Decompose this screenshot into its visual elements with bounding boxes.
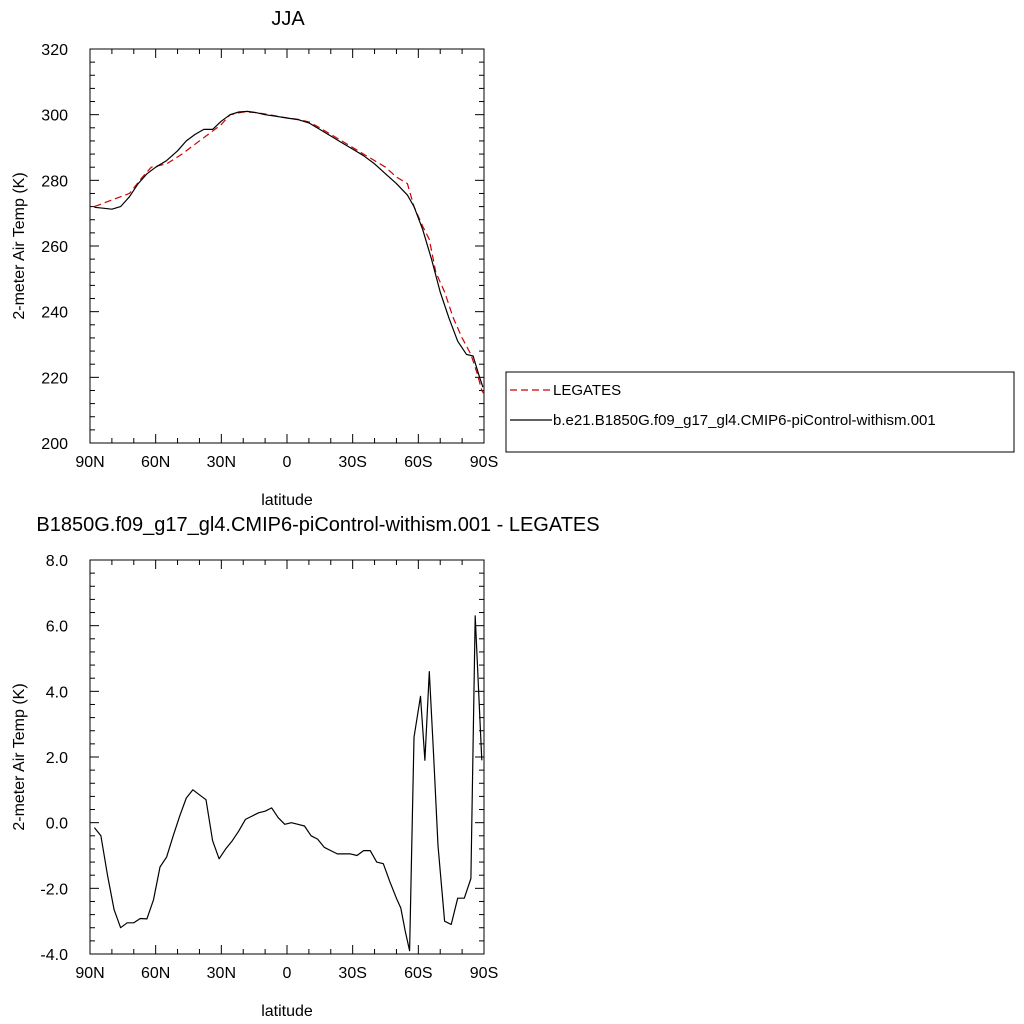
x-tick-label: 60N (141, 454, 170, 471)
chart-jja: JJA 90N 60N 30N 0 30S 60S 90S 200 220 240 260 280 3… (11, 8, 1015, 509)
y-tick-labels: 200 220 240 260 280 300 320 (41, 42, 68, 453)
series-lines (94, 110, 485, 395)
y-axis-label: 2-meter Air Temp (K) (11, 683, 28, 830)
x-tick-label: 30S (338, 454, 366, 471)
axis-ticks (89, 48, 485, 444)
y-tick-label: 320 (41, 42, 68, 59)
x-tick-label: 30S (338, 965, 366, 982)
y-tick-label: 6.0 (46, 619, 68, 636)
x-tick-label: 0 (283, 965, 292, 982)
y-tick-label: 220 (41, 370, 68, 387)
x-tick-label: 30N (207, 454, 236, 471)
chart-title: JJA (271, 8, 305, 30)
series-line-0 (94, 111, 485, 395)
series-line-0 (93, 615, 483, 952)
x-tick-label: 90N (75, 454, 104, 471)
y-axis-label: 2-meter Air Temp (K) (11, 172, 28, 319)
y-tick-label: 260 (41, 239, 68, 256)
x-tick-label: 60S (404, 454, 432, 471)
legend-label-model: b.e21.B1850G.f09_g17_gl4.CMIP6-piControl… (553, 412, 936, 429)
x-tick-label: 30N (207, 965, 236, 982)
y-tick-label: 280 (41, 173, 68, 190)
y-tick-label: 4.0 (46, 684, 68, 701)
x-tick-label: 90S (470, 965, 498, 982)
y-tick-label: 2.0 (46, 750, 68, 767)
x-tick-label: 60N (141, 965, 170, 982)
x-tick-label: 90N (75, 965, 104, 982)
y-tick-labels: -4.0 -2.0 0.0 2.0 4.0 6.0 8.0 (40, 553, 68, 964)
series-line-1 (94, 110, 484, 388)
y-tick-label: 200 (41, 436, 68, 453)
chart-title: B1850G.f09_g17_gl4.CMIP6-piControl-withi… (36, 514, 599, 536)
legend-label-legates: LEGATES (553, 382, 621, 399)
y-tick-label: 8.0 (46, 553, 68, 570)
x-axis-label: latitude (261, 1003, 313, 1020)
x-tick-label: 0 (283, 454, 292, 471)
x-tick-labels: 90N 60N 30N 0 30S 60S 90S (75, 965, 498, 982)
legend-box (505, 371, 1015, 453)
x-tick-labels: 90N 60N 30N 0 30S 60S 90S (75, 454, 498, 471)
y-tick-label: 300 (41, 108, 68, 125)
y-tick-label: 0.0 (46, 816, 68, 833)
y-tick-label: 240 (41, 305, 68, 322)
legend: LEGATES b.e21.B1850G.f09_g17_gl4.CMIP6-p… (505, 371, 1015, 453)
plot-frame (89, 48, 485, 444)
x-tick-label: 90S (470, 454, 498, 471)
x-tick-label: 60S (404, 965, 432, 982)
series-lines (93, 615, 483, 952)
y-tick-label: -4.0 (40, 947, 68, 964)
chart-difference: B1850G.f09_g17_gl4.CMIP6-piControl-withi… (11, 514, 600, 1020)
axis-ticks (89, 559, 485, 955)
y-tick-label: -2.0 (40, 881, 68, 898)
x-axis-label: latitude (261, 492, 313, 509)
